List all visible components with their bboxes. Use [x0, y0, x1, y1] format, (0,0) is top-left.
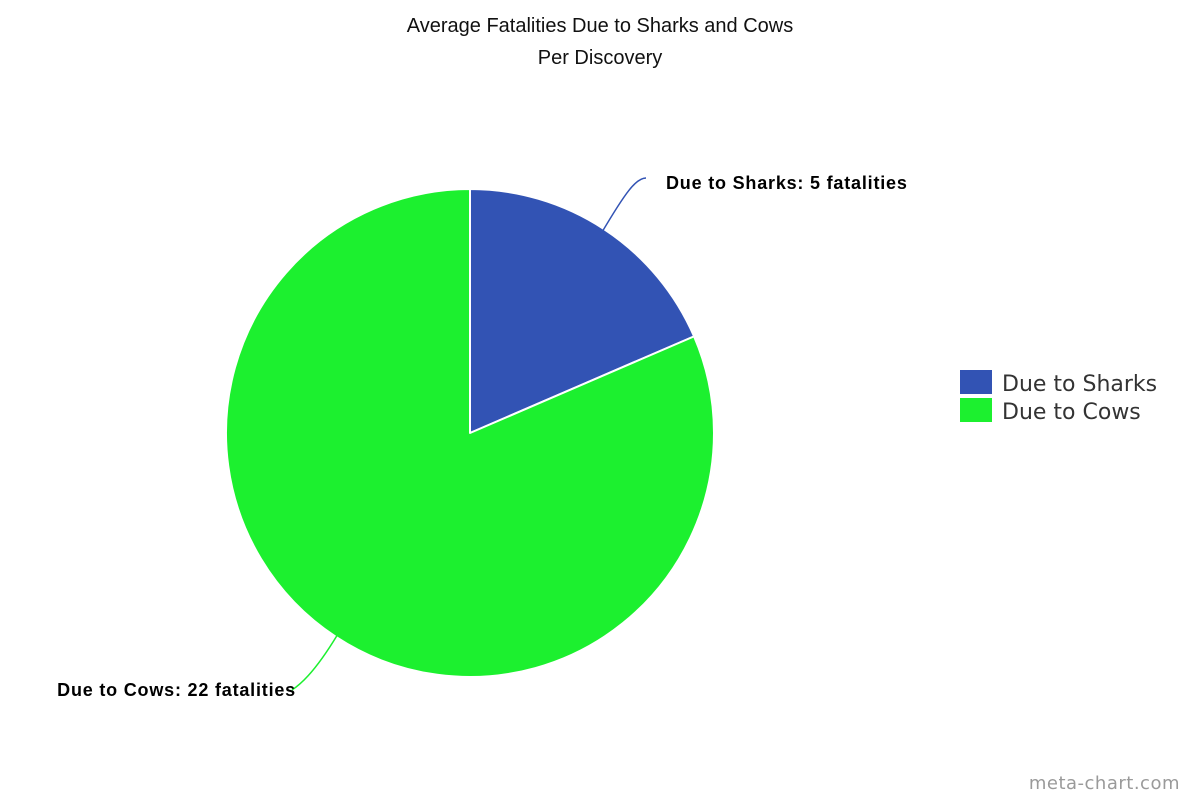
leader-line-due-to-cows	[291, 631, 340, 691]
legend-label-due-to-sharks: Due to Sharks	[1002, 372, 1157, 397]
data-label-due-to-sharks: Due to Sharks: 5 fatalities	[666, 173, 908, 193]
pie-slices	[225, 188, 715, 678]
chart-subtitle: Per Discovery	[537, 47, 663, 69]
legend-label-due-to-cows: Due to Cows	[1002, 400, 1141, 425]
leader-lines	[291, 177, 647, 691]
legend-item-due-to-cows: Due to Cows	[960, 398, 1141, 425]
legend-swatch-due-to-sharks	[960, 370, 992, 394]
chart-title: Average Fatalities Due to Sharks and Cow…	[406, 15, 794, 37]
legend-item-due-to-sharks: Due to Sharks	[960, 370, 1157, 397]
data-label-due-to-cows: Due to Cows: 22 fatalities	[57, 680, 296, 700]
legend: Due to Sharks Due to Cows	[960, 370, 1157, 425]
data-labels: Due to Sharks: 5 fatalities Due to Cows: …	[57, 173, 908, 700]
watermark: meta-chart.com	[1028, 773, 1180, 794]
leader-line-due-to-sharks	[600, 177, 647, 235]
legend-swatch-due-to-cows	[960, 398, 992, 422]
